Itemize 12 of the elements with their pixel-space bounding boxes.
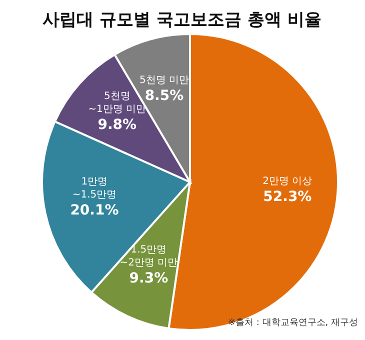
data-label: 9.3%	[129, 270, 168, 287]
slice-label: 2만명 이상	[262, 176, 312, 188]
data-label: 20.1%	[70, 202, 119, 218]
chart-title: 사립대 규모별 국고보조금 총액 비율	[42, 10, 322, 30]
data-label: 8.5%	[144, 88, 184, 104]
text: ※출처 : 대학교육연구소, 재구성	[228, 318, 358, 328]
data-label: 52.3%	[263, 189, 312, 206]
data-label: 9.8%	[98, 116, 137, 133]
slice-label: 5천명 미만	[139, 74, 189, 86]
slice-label: 1.5만명 ~2만명 미만	[120, 244, 178, 269]
slice-label: 1만명 ~1.5만명	[72, 176, 117, 200]
slice-label: 5천명 ~1만명 미만	[88, 90, 146, 115]
